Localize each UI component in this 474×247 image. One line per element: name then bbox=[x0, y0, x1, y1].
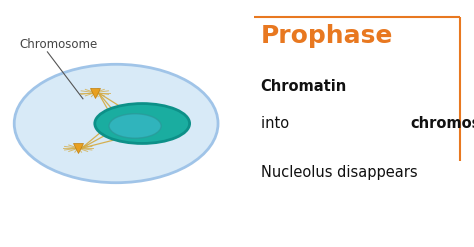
Text: Chromatin: Chromatin bbox=[261, 79, 347, 94]
Text: Nucleolus disappears: Nucleolus disappears bbox=[261, 165, 417, 180]
Text: Chromosome: Chromosome bbox=[19, 38, 97, 51]
Text: chromosomes: chromosomes bbox=[410, 116, 474, 131]
Ellipse shape bbox=[14, 64, 218, 183]
Text: Prophase: Prophase bbox=[261, 24, 393, 48]
Text: into: into bbox=[261, 116, 293, 131]
Ellipse shape bbox=[95, 103, 190, 144]
Ellipse shape bbox=[109, 114, 161, 138]
